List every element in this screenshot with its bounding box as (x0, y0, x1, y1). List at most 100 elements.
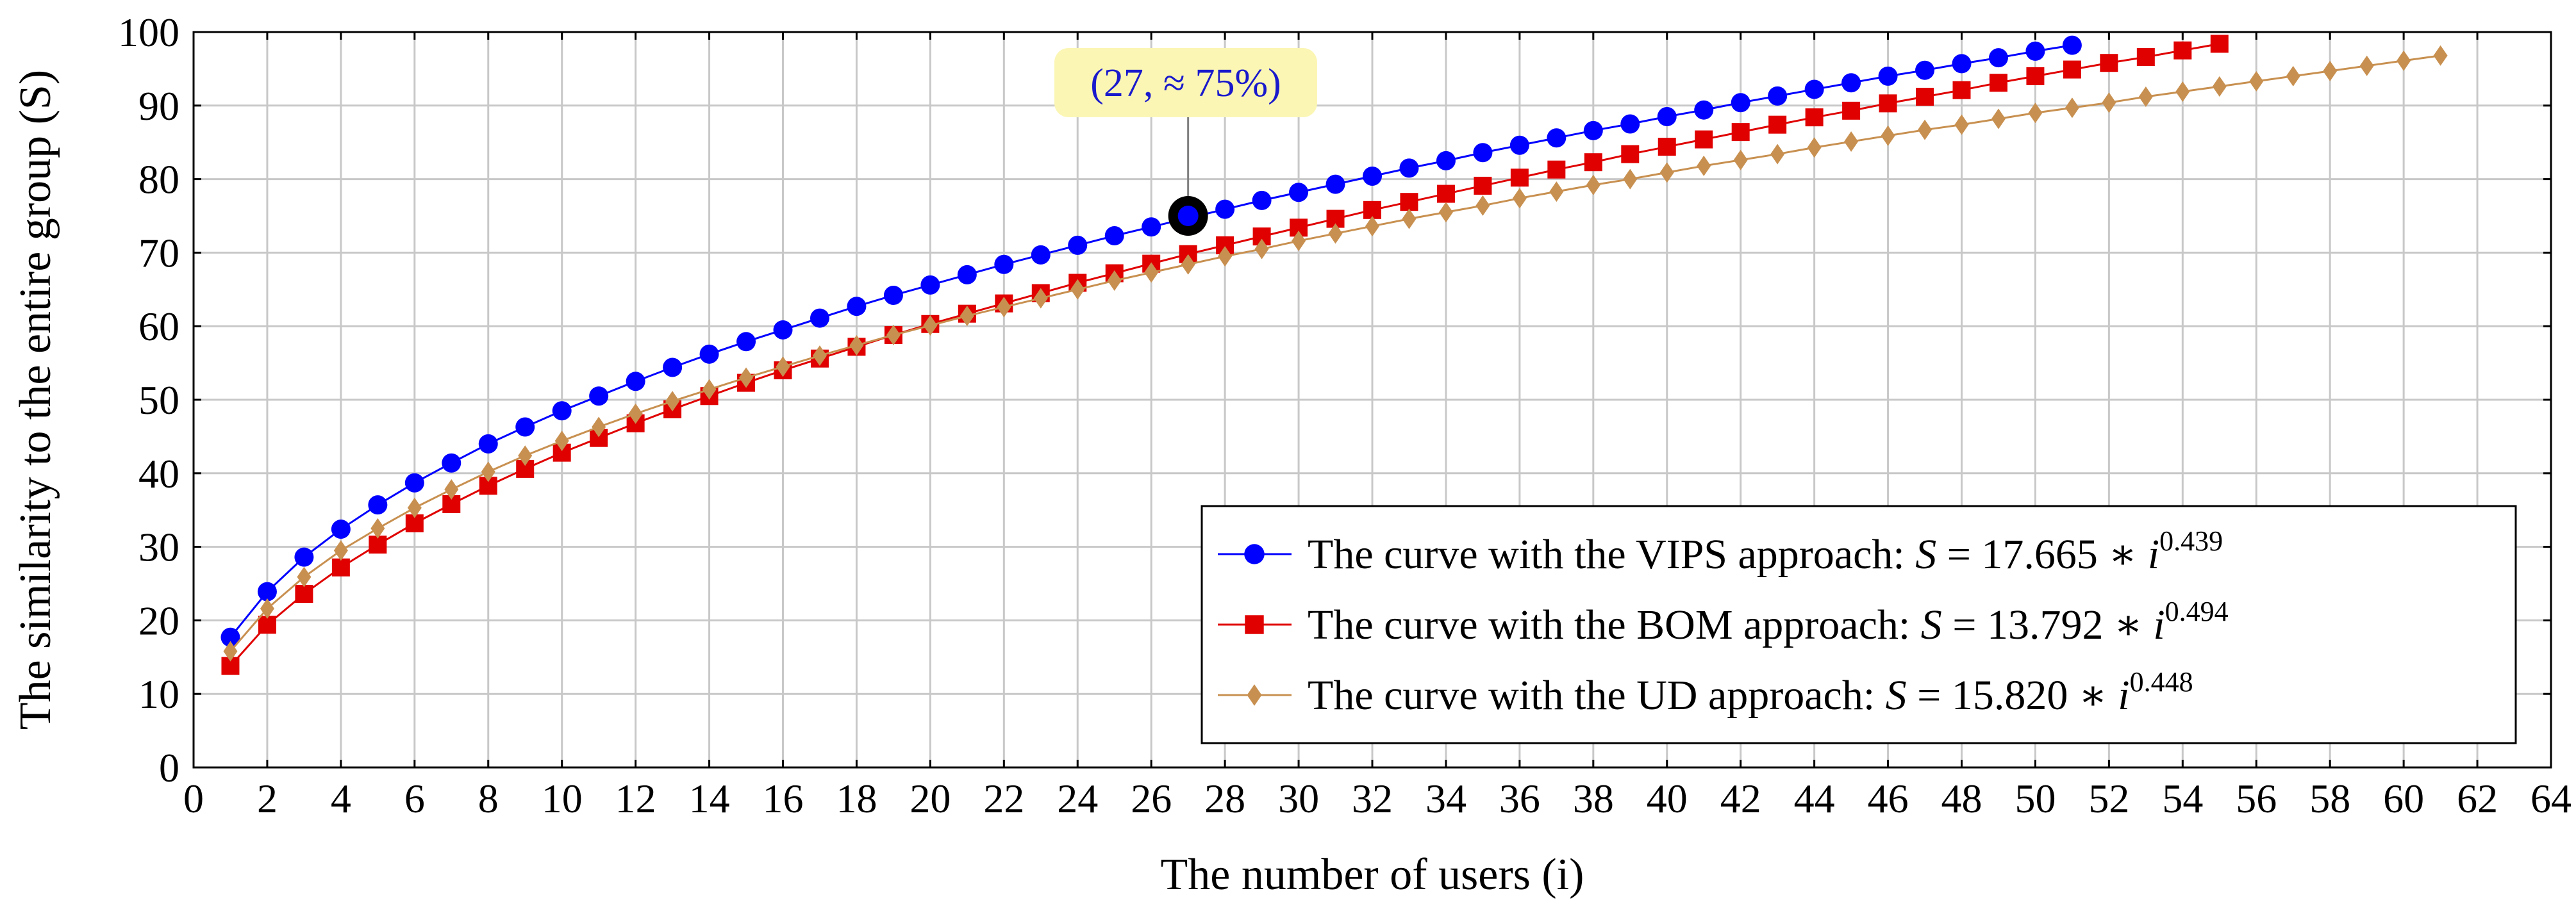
data-point-ud (1254, 238, 1269, 259)
data-point-ud (554, 430, 569, 452)
data-point-ud (1402, 208, 1417, 229)
data-point-vips (1363, 167, 1382, 186)
data-point-ud (592, 416, 606, 438)
data-point-bom (1400, 193, 1418, 211)
data-point-vips (1325, 174, 1345, 194)
legend-formula-var: S (1886, 672, 1907, 719)
data-point-vips (1436, 151, 1456, 170)
data-point-ud (2323, 60, 2338, 81)
data-point-vips (1657, 107, 1677, 127)
data-point-ud (2249, 70, 2264, 92)
data-point-ud (1365, 216, 1379, 237)
x-tick-label: 26 (1131, 776, 1172, 821)
data-point-vips (736, 332, 756, 352)
data-point-ud (886, 324, 901, 345)
data-point-vips (626, 372, 645, 391)
data-point-ud (1438, 202, 1453, 223)
series-vips (220, 35, 2082, 647)
data-point-vips (331, 520, 351, 539)
data-point-vips (1289, 183, 1309, 202)
data-point-vips (1915, 60, 1935, 80)
data-point-vips (1104, 225, 1124, 245)
data-point-bom (1547, 160, 1566, 179)
legend-formula-coef: = 17.665 ∗ (1936, 531, 2148, 578)
axes: 0 2 4 6 8 10 12 14 16 18 20 22 24 26 28 30 32 34 36 38 40 42 4… (11, 10, 2572, 899)
data-point-ud (1733, 149, 1748, 170)
data-point-ud (997, 297, 1011, 318)
data-point-bom (1805, 108, 1824, 127)
x-axis-title: The number of users (i) (1161, 850, 1584, 899)
data-point-ud (297, 566, 312, 587)
data-point-ud (1218, 246, 1233, 267)
data-point-vips (257, 582, 277, 602)
data-point-vips (2025, 41, 2045, 61)
data-point-vips (883, 285, 903, 305)
x-tick-label: 58 (2309, 776, 2350, 821)
legend-item-bom: The curve with the BOM approach: S = 13.… (1218, 596, 2229, 648)
data-point-vips (1142, 217, 1161, 237)
data-point-vips (515, 417, 535, 437)
legend-label-text: The curve with the UD approach: (1308, 672, 1886, 719)
data-point-vips (1215, 199, 1235, 219)
x-tick-label: 20 (910, 776, 951, 821)
legend-label-text: The curve with the VIPS approach: (1308, 531, 1915, 578)
x-tick-label: 44 (1794, 776, 1835, 821)
x-tick-label: 6 (404, 776, 425, 821)
data-point-bom (1952, 81, 1971, 99)
annotation-point-inner (1177, 206, 1199, 226)
data-point-vips (1068, 235, 1088, 255)
data-point-bom (2026, 67, 2045, 85)
legend-marker (1244, 544, 1265, 564)
data-point-ud (2138, 86, 2153, 108)
series-group (220, 35, 2448, 675)
data-point-ud (2065, 97, 2079, 119)
x-tick-label: 46 (1868, 776, 1909, 821)
data-point-bom (1916, 88, 1934, 106)
data-point-ud (2433, 45, 2448, 66)
data-point-vips (1988, 48, 2008, 68)
data-point-vips (957, 265, 977, 284)
y-tick-label: 100 (118, 10, 179, 55)
data-point-ud (923, 315, 938, 336)
y-tick-label: 70 (138, 230, 179, 275)
data-point-vips (404, 473, 424, 493)
data-point-ud (1659, 162, 1674, 183)
y-axis-title: The similarity to the entire group (S) (11, 70, 60, 730)
data-point-ud (702, 379, 717, 400)
data-point-ud (407, 497, 422, 518)
annotation-box (1054, 48, 1317, 117)
legend-marker (1245, 615, 1264, 634)
data-point-ud (1586, 174, 1600, 195)
annotation: (27, ≈ 75%) (1054, 48, 1317, 236)
x-tick-label: 34 (1425, 776, 1467, 821)
data-point-vips (847, 297, 867, 316)
data-point-ud (812, 345, 827, 366)
data-point-bom (1436, 184, 1455, 203)
data-point-ud (518, 445, 533, 466)
data-point-ud (1807, 137, 1822, 158)
x-tick-label: 24 (1057, 776, 1098, 821)
x-tick-label: 0 (183, 776, 204, 821)
data-point-vips (663, 357, 683, 377)
data-point-ud (1770, 143, 1785, 165)
data-point-vips (478, 434, 498, 454)
data-point-vips (920, 275, 940, 295)
data-point-ud (1292, 231, 1306, 252)
data-point-ud (2175, 81, 2190, 102)
data-point-vips (368, 495, 388, 515)
y-tick-label: 60 (138, 304, 179, 349)
data-point-ud (1549, 181, 1564, 202)
data-point-vips (699, 344, 719, 364)
y-tick-label: 30 (138, 525, 179, 570)
legend-formula-coef: = 13.792 ∗ (1942, 602, 2154, 648)
data-point-vips (1878, 66, 1898, 86)
legend-formula-exponent: 0.448 (2130, 666, 2193, 698)
y-tick-label: 10 (138, 671, 179, 717)
data-point-bom (2210, 35, 2229, 53)
data-point-vips (552, 401, 572, 421)
data-point-bom (1621, 145, 1640, 163)
data-point-ud (1181, 254, 1195, 275)
data-point-ud (333, 540, 348, 561)
y-tick-label: 40 (138, 451, 179, 496)
data-point-vips (1473, 143, 1493, 163)
